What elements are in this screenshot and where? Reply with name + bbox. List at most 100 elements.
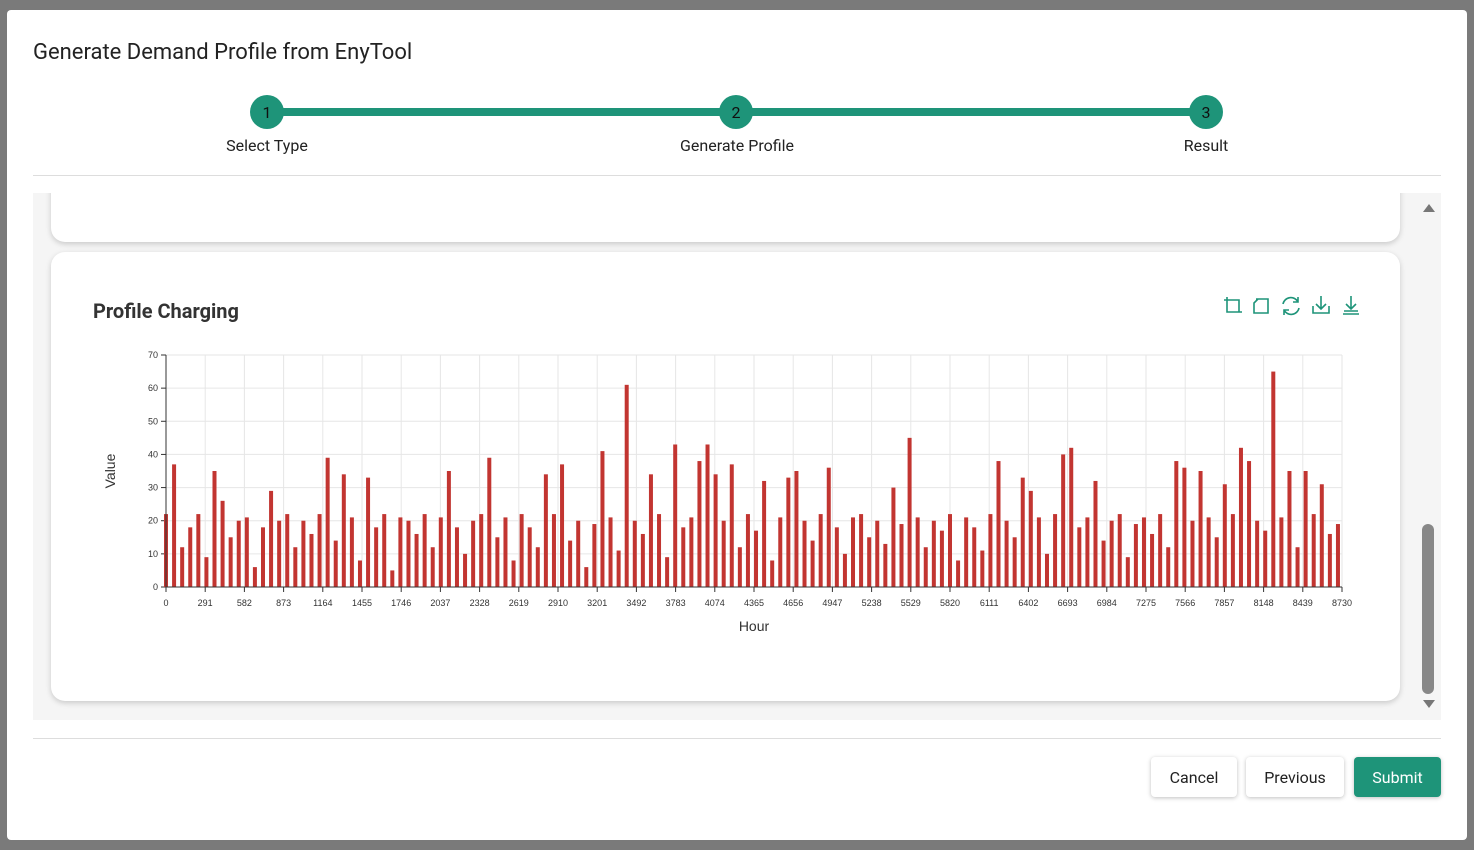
download-icon[interactable] — [1343, 296, 1359, 315]
bar — [770, 560, 775, 587]
bar — [640, 533, 645, 587]
bar — [1133, 524, 1138, 587]
divider — [33, 738, 1441, 739]
bar — [1020, 477, 1025, 587]
bar — [1263, 530, 1268, 587]
bar — [673, 444, 678, 587]
bar — [527, 527, 532, 587]
bar — [212, 471, 217, 587]
refresh-icon[interactable] — [1282, 296, 1300, 316]
bar — [1028, 490, 1033, 587]
divider — [33, 175, 1441, 176]
bar — [899, 524, 904, 587]
x-tick-label: 2037 — [430, 598, 450, 608]
bar — [180, 547, 185, 587]
step-label: Result — [1183, 136, 1229, 155]
bar — [1295, 547, 1300, 587]
bar — [1077, 527, 1082, 587]
back-icon[interactable] — [1253, 298, 1269, 314]
bar — [560, 464, 565, 587]
bar — [1311, 514, 1316, 587]
x-tick-label: 2328 — [470, 598, 490, 608]
bar — [883, 543, 888, 587]
bar — [503, 517, 508, 587]
bar — [818, 514, 823, 587]
bar — [956, 560, 961, 587]
bar — [277, 520, 282, 587]
bar — [745, 514, 750, 587]
bar — [1044, 553, 1049, 587]
bar — [188, 527, 193, 587]
scrollbar-thumb[interactable] — [1422, 524, 1434, 694]
zoom-icon[interactable] — [1224, 297, 1242, 313]
bar — [551, 514, 556, 587]
bar — [1053, 514, 1058, 587]
x-tick-label: 6984 — [1097, 598, 1117, 608]
save-icon[interactable] — [1312, 296, 1330, 314]
bar — [1061, 454, 1066, 587]
x-tick-label: 2619 — [509, 598, 529, 608]
toolbar[interactable] — [1221, 294, 1361, 318]
bar — [479, 514, 484, 587]
bar — [1141, 517, 1146, 587]
bar — [1069, 447, 1074, 587]
bar — [196, 514, 201, 587]
x-tick-label: 291 — [198, 598, 213, 608]
bar — [754, 530, 759, 587]
bar — [1327, 533, 1332, 587]
bar — [826, 467, 831, 587]
bar — [988, 514, 993, 587]
bar — [471, 520, 476, 587]
x-tick-label: 7566 — [1175, 598, 1195, 608]
submit-button[interactable]: Submit — [1354, 757, 1441, 797]
bar — [438, 517, 443, 587]
bar — [309, 533, 314, 587]
bar — [398, 517, 403, 587]
x-tick-label: 3201 — [587, 598, 607, 608]
bar — [600, 451, 605, 587]
bar — [1158, 514, 1163, 587]
bar — [1117, 514, 1122, 587]
y-tick-label: 20 — [148, 516, 158, 526]
scroll-arrows[interactable] — [1422, 200, 1436, 720]
bar — [624, 384, 629, 587]
step-number: 1 — [250, 95, 284, 129]
step-number: 3 — [1189, 95, 1223, 129]
bar — [495, 537, 500, 587]
bar — [349, 517, 354, 587]
y-tick-label: 10 — [148, 549, 158, 559]
bar — [293, 547, 298, 587]
bar — [964, 517, 969, 587]
bar — [1182, 467, 1187, 587]
cancel-button[interactable]: Cancel — [1151, 757, 1237, 797]
bar — [1109, 520, 1114, 587]
bar — [454, 527, 459, 587]
bar — [414, 533, 419, 587]
bar — [317, 514, 322, 587]
bar — [608, 517, 613, 587]
previous-button[interactable]: Previous — [1246, 757, 1344, 797]
y-tick-label: 30 — [148, 483, 158, 493]
y-tick-label: 40 — [148, 449, 158, 459]
bar — [1279, 517, 1284, 587]
x-tick-label: 4365 — [744, 598, 764, 608]
step-label: Generate Profile — [680, 136, 794, 155]
x-tick-label: 7857 — [1214, 598, 1234, 608]
bar — [705, 444, 710, 587]
bar — [576, 520, 581, 587]
bar — [794, 471, 799, 587]
bar — [406, 520, 411, 587]
bar — [681, 527, 686, 587]
bar — [357, 560, 362, 587]
bar — [1247, 461, 1252, 587]
step-label: Select Type — [226, 136, 308, 155]
x-axis-label: Hour — [739, 618, 770, 634]
bar — [228, 537, 233, 587]
x-tick-label: 0 — [163, 598, 168, 608]
bar — [1190, 520, 1195, 587]
x-tick-label: 4074 — [705, 598, 725, 608]
bar — [980, 550, 985, 587]
bar — [236, 520, 241, 587]
bar — [244, 517, 249, 587]
bar — [543, 474, 548, 587]
